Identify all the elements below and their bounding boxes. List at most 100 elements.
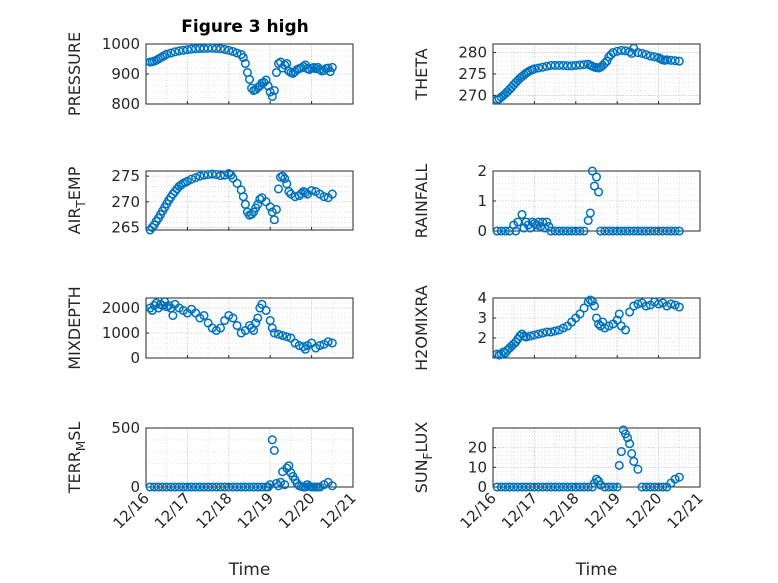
data-point (269, 215, 279, 225)
data-point (625, 439, 635, 449)
data-point (278, 171, 288, 181)
data-point (315, 64, 325, 75)
data-point (267, 323, 277, 333)
data-point (251, 318, 261, 328)
y-tick-label: 280 (458, 44, 487, 62)
data-point (240, 58, 250, 69)
data-point (170, 47, 180, 57)
axes-mixdepth: 0 1000 2000 MIXDEPTH (65, 286, 354, 370)
data-point (182, 45, 192, 55)
data-point (579, 303, 589, 313)
data-point (166, 48, 176, 58)
data-point (244, 74, 255, 84)
data-point (670, 56, 680, 66)
data-point (215, 171, 226, 181)
data-point (598, 317, 608, 327)
data-point (529, 64, 539, 74)
y-tick-label: 2 (477, 329, 487, 347)
data-point (627, 449, 637, 459)
data-point (263, 81, 273, 91)
data-point (575, 226, 585, 236)
data-point (589, 181, 599, 191)
data-point (282, 332, 292, 342)
data-point (608, 482, 618, 492)
data-point (298, 342, 308, 352)
data-point (594, 187, 604, 197)
data-point (658, 482, 668, 492)
y-tick-label: 1000 (102, 324, 140, 342)
data-point (674, 56, 684, 66)
data-point (271, 67, 281, 78)
data-point (505, 226, 515, 236)
y-tick-label: 4 (477, 289, 487, 307)
data-point (280, 174, 290, 184)
data-point (273, 184, 284, 194)
data-point (232, 320, 242, 331)
data-point (228, 313, 238, 323)
data-point (575, 60, 585, 70)
axes-pressure: 800 900 1000 PRESSURE (65, 32, 354, 116)
data-point (571, 60, 581, 70)
data-point (247, 209, 257, 219)
data-point (207, 169, 217, 179)
figure-title: Figure 3 high (181, 17, 309, 37)
data-point (591, 313, 602, 323)
y-tick-label: 3 (477, 309, 487, 327)
data-point (533, 329, 544, 339)
x-tick-label: 12/21 (664, 489, 707, 532)
axes-h2omixra: 2 3 4 H2OMIXRA (412, 285, 701, 371)
x-tick-label: 12/17 (151, 489, 194, 532)
data-point (296, 189, 306, 199)
data-point (271, 204, 281, 215)
y-tick-label: 1 (477, 192, 487, 210)
axes-frame (145, 297, 354, 359)
data-point (215, 323, 226, 333)
data-point (591, 474, 602, 484)
data-point (544, 221, 554, 232)
data-point (666, 299, 676, 309)
data-point (168, 310, 178, 321)
y-tick-label: 275 (458, 65, 487, 83)
y-axis-label: RAINFALL (412, 164, 431, 239)
data-point (627, 48, 637, 58)
data-point (247, 83, 257, 93)
data-point (542, 327, 552, 337)
y-tick-label: 1000 (102, 35, 140, 53)
data-point (280, 480, 290, 490)
x-tick-label: 12/20 (275, 489, 318, 532)
data-point (323, 337, 333, 347)
data-point (579, 226, 589, 236)
data-point (616, 45, 626, 55)
data-point (280, 60, 290, 70)
data-point (500, 226, 510, 236)
y-tick-label: 275 (111, 167, 140, 185)
data-point (533, 63, 544, 73)
data-point (261, 75, 271, 85)
data-point (257, 299, 267, 309)
data-point (215, 44, 226, 54)
data-point (637, 48, 647, 58)
y-tick-label: 20 (468, 439, 487, 457)
axes-frame (492, 297, 701, 359)
data-point (186, 174, 197, 184)
data-point (662, 55, 672, 65)
data-point (625, 307, 635, 317)
data-point (327, 189, 337, 199)
data-point (579, 60, 589, 70)
data-point (284, 186, 294, 197)
data-point (257, 482, 267, 492)
x-tick-label: 12/21 (317, 489, 360, 532)
y-tick-label: 10 (468, 458, 487, 476)
data-point (674, 302, 684, 312)
y-tick-label: 0 (130, 349, 140, 367)
data-point (195, 171, 205, 181)
axes-theta: 270 275 280 THETA (412, 43, 701, 105)
data-point (589, 301, 599, 311)
data-point (327, 481, 337, 491)
data-point (521, 332, 531, 342)
y-tick-label: 500 (111, 419, 140, 437)
data-point (550, 326, 560, 336)
data-point (261, 305, 271, 316)
data-point (174, 46, 184, 56)
series (492, 166, 684, 236)
